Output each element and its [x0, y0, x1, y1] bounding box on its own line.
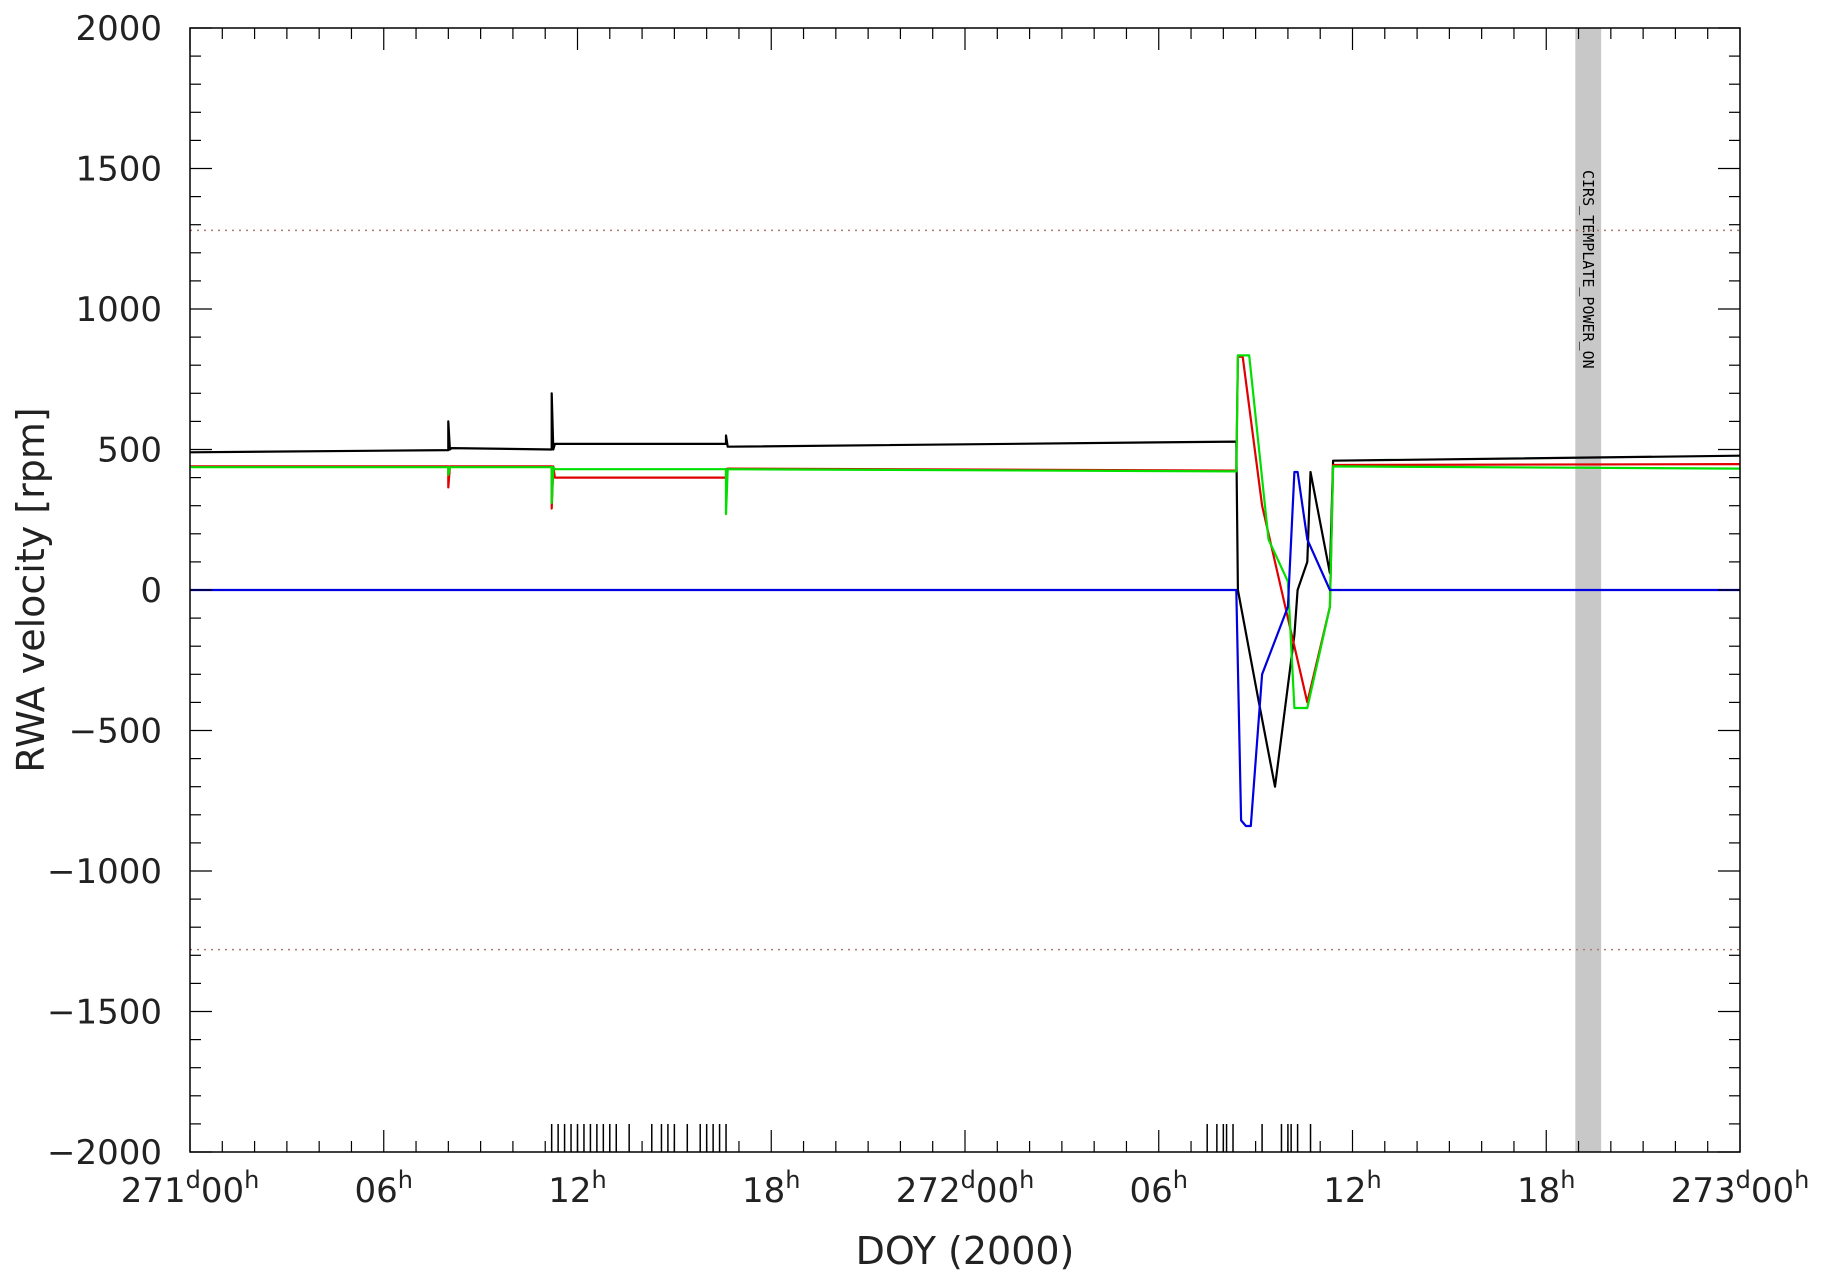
band-annotation: CIRS_TEMPLATE_POWER_ON: [1579, 170, 1597, 369]
series-line-1: [189, 392, 1741, 788]
y-tick-label: −1000: [47, 852, 162, 892]
series-line-2: [190, 355, 1741, 704]
y-tick-label: 2000: [75, 9, 162, 49]
series-line-3: [190, 354, 1741, 710]
y-tick-label: 1000: [75, 290, 162, 330]
x-tick-label: 18h: [742, 1166, 800, 1211]
axis-ticks-layer: [189, 27, 1741, 1153]
x-tick-label: 06h: [1130, 1166, 1188, 1211]
event-ticks-layer: [550, 1124, 1312, 1152]
x-tick-label: 12h: [1323, 1166, 1381, 1211]
x-tick-label: 273d00h: [1671, 1166, 1810, 1211]
series-layer: [189, 354, 1741, 828]
series-line-4: [190, 470, 1740, 828]
y-tick-label: 1500: [75, 150, 162, 190]
x-tick-label: 06h: [355, 1166, 413, 1211]
y-tick-label: −2000: [47, 1133, 162, 1173]
y-tick-label: 500: [97, 431, 162, 471]
y-tick-label: 0: [140, 571, 162, 611]
y-tick-label: −500: [69, 712, 162, 752]
tick-labels-layer: −2000 −1500 −1000 −500 0 500 1000 1500 2000 271d0…: [47, 9, 1809, 1211]
y-tick-label: −1500: [47, 993, 162, 1033]
x-tick-label: 271d00h: [121, 1166, 260, 1211]
x-axis-label: DOY (2000): [856, 1229, 1075, 1273]
x-tick-label: 12h: [548, 1166, 606, 1211]
x-tick-label: 18h: [1517, 1166, 1575, 1211]
y-axis-label: RWA velocity [rpm]: [9, 407, 53, 772]
x-tick-label: 272d00h: [896, 1166, 1035, 1211]
